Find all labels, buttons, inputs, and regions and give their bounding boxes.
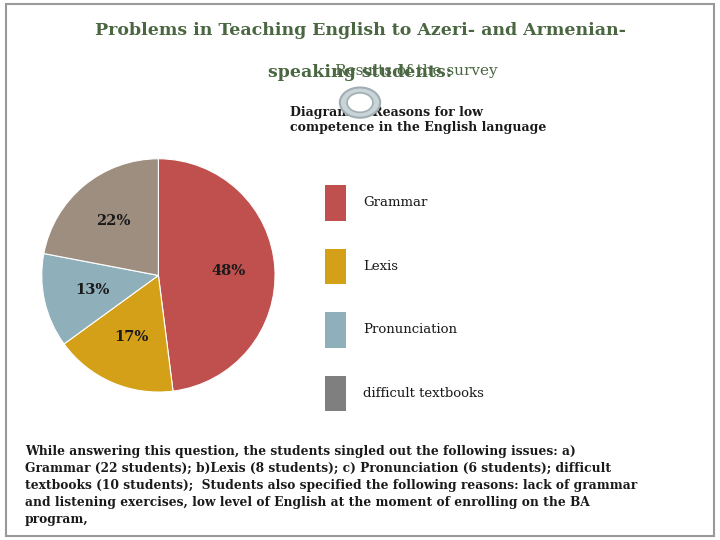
Bar xyxy=(325,185,346,221)
Wedge shape xyxy=(44,159,158,275)
Text: 22%: 22% xyxy=(96,214,131,228)
Text: 13%: 13% xyxy=(75,283,109,297)
Text: speaking students:: speaking students: xyxy=(268,64,452,81)
Wedge shape xyxy=(42,254,158,344)
Text: 48%: 48% xyxy=(211,264,246,278)
Text: 17%: 17% xyxy=(114,330,149,345)
Bar xyxy=(325,375,346,411)
Wedge shape xyxy=(158,159,275,391)
Text: Results of the survey: Results of the survey xyxy=(222,64,498,78)
Wedge shape xyxy=(64,275,173,392)
Text: While answering this question, the students singled out the following issues: a): While answering this question, the stude… xyxy=(24,445,637,526)
Text: Diagram 5. Reasons for low
competence in the English language: Diagram 5. Reasons for low competence in… xyxy=(290,106,546,134)
Text: difficult textbooks: difficult textbooks xyxy=(364,387,485,400)
Text: Problems in Teaching English to Azeri- and Armenian-: Problems in Teaching English to Azeri- a… xyxy=(94,22,626,39)
Bar xyxy=(325,312,346,348)
Text: Lexis: Lexis xyxy=(364,260,398,273)
Text: Pronunciation: Pronunciation xyxy=(364,323,457,336)
Bar xyxy=(325,248,346,284)
Text: Grammar: Grammar xyxy=(364,197,428,210)
